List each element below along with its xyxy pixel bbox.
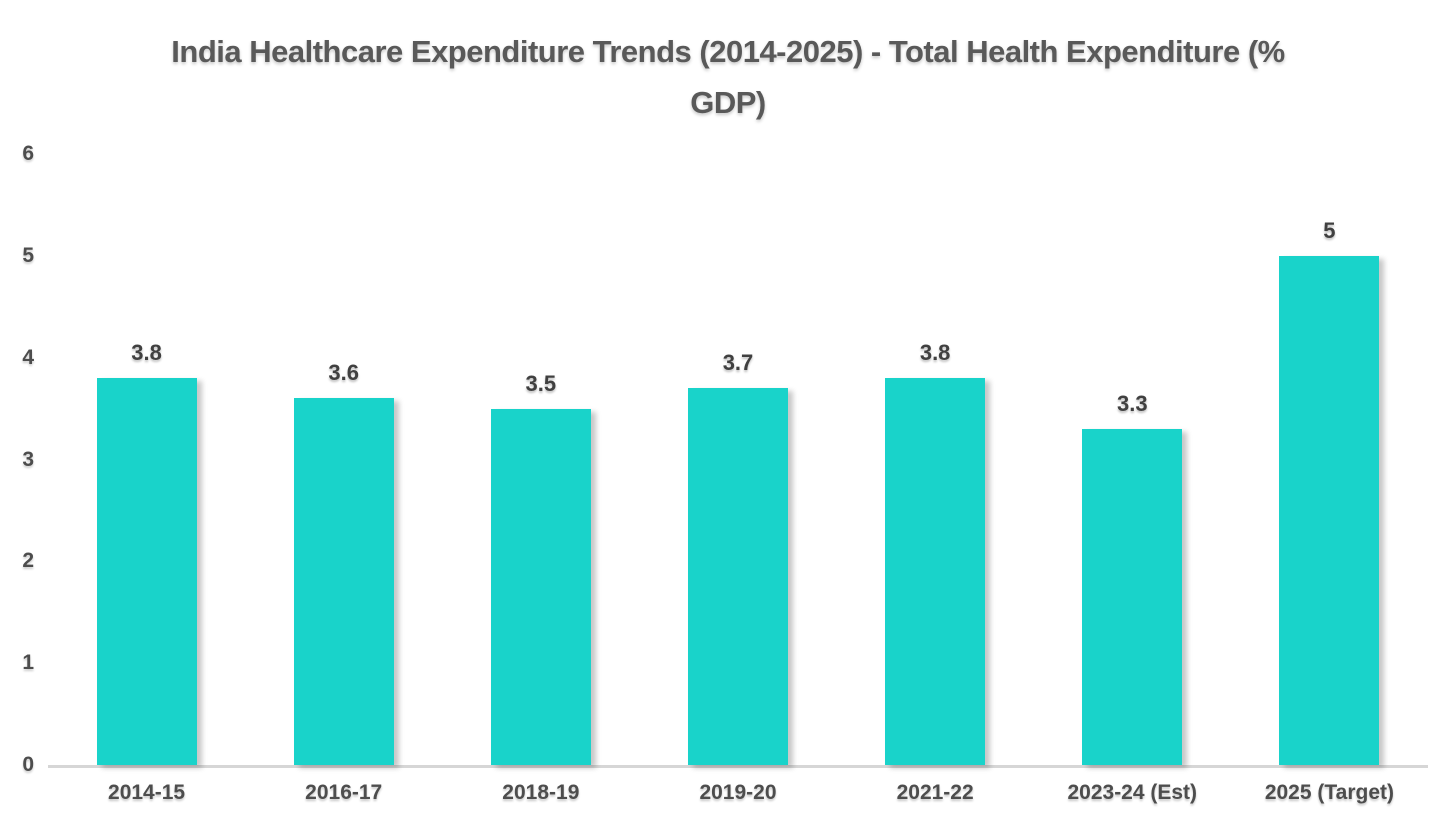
x-axis-label: 2019-20 <box>699 781 777 804</box>
bar-slot: 3.6 2016-17 <box>245 154 442 804</box>
bar-slot: 3.8 2021-22 <box>837 154 1034 804</box>
x-axis-label: 2014-15 <box>108 781 186 804</box>
x-axis-label: 2025 (Target) <box>1264 781 1394 804</box>
bar <box>885 378 986 765</box>
bar <box>96 378 197 765</box>
bar <box>1082 428 1183 765</box>
y-tick-label: 6 <box>22 142 34 165</box>
bar-value-label: 5 <box>1323 217 1336 243</box>
bar <box>687 388 788 765</box>
y-tick-label: 1 <box>22 651 34 675</box>
bar-value-label: 3.7 <box>722 350 754 376</box>
x-axis-label: 2016-17 <box>305 781 383 804</box>
x-axis-label: 2021-22 <box>896 781 974 804</box>
bar-slot: 3.8 2014-15 <box>48 154 245 804</box>
bar <box>1279 255 1380 765</box>
bar-slot: 5 2025 (Target) <box>1231 154 1428 804</box>
bar <box>490 408 591 765</box>
bar-slot: 3.7 2019-20 <box>639 154 836 804</box>
y-tick-label: 5 <box>22 243 34 267</box>
y-tick-label: 4 <box>22 345 34 369</box>
x-axis-label: 2023-24 (Est) <box>1067 781 1198 804</box>
bar-slot: 3.5 2018-19 <box>442 154 639 804</box>
bar <box>293 398 394 765</box>
bar-value-label: 3.5 <box>525 370 557 396</box>
y-tick-label: 2 <box>22 549 34 573</box>
bar-value-label: 3.6 <box>328 360 359 386</box>
y-tick-label: 0 <box>22 753 34 776</box>
chart-title: India Healthcare Expenditure Trends (201… <box>171 34 1285 121</box>
bar-value-label: 3.8 <box>919 340 951 366</box>
x-axis-label: 2018-19 <box>502 781 580 804</box>
y-tick-label: 3 <box>22 447 34 471</box>
bars-row: 3.8 2014-15 3.6 2016-17 3.5 2018-19 3.7 2019-20… <box>48 154 1428 804</box>
bar-slot: 3.3 2023-24 (Est) <box>1034 154 1231 804</box>
bar-value-label: 3.8 <box>131 340 162 366</box>
bar-value-label: 3.3 <box>1116 390 1148 416</box>
